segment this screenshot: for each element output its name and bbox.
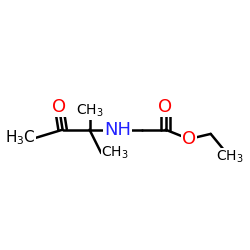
Text: O: O xyxy=(158,98,172,116)
Text: O: O xyxy=(52,98,66,116)
Text: O: O xyxy=(182,130,196,148)
Text: NH: NH xyxy=(104,121,131,139)
Text: H$_3$C: H$_3$C xyxy=(5,128,36,147)
Text: CH$_3$: CH$_3$ xyxy=(101,145,129,161)
Text: CH$_3$: CH$_3$ xyxy=(216,148,243,165)
Text: CH$_3$: CH$_3$ xyxy=(76,103,103,119)
